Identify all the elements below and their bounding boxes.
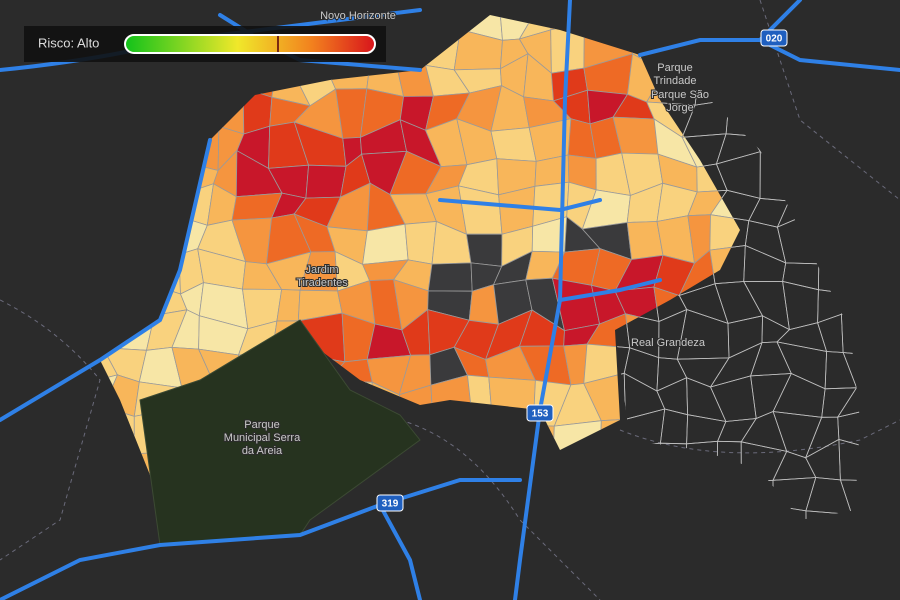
district-outline — [838, 438, 860, 482]
road-shield — [376, 494, 404, 512]
place-label: Municipal Serra — [224, 432, 301, 444]
district-outline — [837, 404, 860, 453]
place-label: da Areia — [242, 445, 283, 457]
road-number: 153 — [532, 409, 549, 420]
district-outline — [772, 505, 807, 520]
district — [362, 223, 409, 265]
road-shield — [760, 29, 788, 47]
road-shield — [526, 404, 554, 422]
risk-gradient — [124, 34, 376, 54]
place-label: Jorge — [666, 102, 694, 114]
district — [305, 164, 347, 199]
district-outline — [842, 352, 860, 392]
place-label: Jardim — [305, 264, 338, 276]
district-outline — [840, 313, 860, 358]
place-label: Real Grandeza — [631, 337, 706, 349]
place-label: Parque — [657, 62, 692, 74]
legend-label: Risco: Alto — [38, 35, 99, 50]
place-label: Trindade — [653, 75, 696, 87]
place-label: Tiradentes — [296, 277, 348, 289]
district-outline — [839, 479, 860, 520]
place-label: Novo Horizonte — [320, 10, 396, 22]
district — [427, 262, 473, 292]
road-number: 020 — [766, 34, 783, 45]
district-outline — [805, 510, 857, 520]
legend-panel: Risco: Alto — [24, 26, 386, 62]
district-outline — [836, 387, 860, 418]
district — [404, 221, 437, 265]
place-label: Parque — [244, 419, 279, 431]
district — [490, 127, 537, 162]
place-label: Parque São — [651, 89, 709, 101]
road-number: 319 — [382, 499, 399, 510]
district — [466, 233, 503, 267]
